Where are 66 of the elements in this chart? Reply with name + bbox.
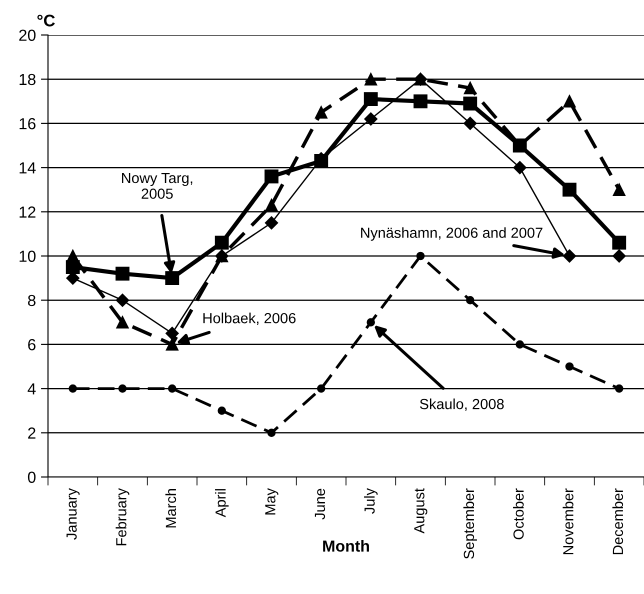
point (265, 198, 278, 212)
x-tick-label: January (66, 488, 80, 540)
point (615, 384, 624, 393)
point (118, 384, 127, 393)
y-tick-label: 0 (28, 472, 36, 483)
x-axis-title: Month (323, 540, 369, 552)
y-tick-label: 20 (19, 30, 36, 41)
y-axis-title: °C (37, 14, 55, 26)
point (416, 252, 425, 260)
point (317, 384, 326, 393)
point (562, 249, 576, 263)
point (168, 384, 176, 393)
point (165, 271, 180, 286)
point (364, 92, 378, 106)
point (464, 82, 476, 94)
y-tick-label: 2 (28, 427, 36, 439)
x-tick-label: November (562, 488, 574, 554)
y-tick-label: 4 (28, 383, 36, 394)
point (314, 106, 328, 119)
annotation: Skaulo, 2008 (420, 398, 504, 411)
annotation: Nowy Targ, 2005 (122, 172, 192, 199)
point (612, 183, 626, 196)
x-tick-label: December (612, 488, 624, 554)
annotation: Holbaek, 2006 (203, 312, 296, 326)
point (466, 296, 474, 304)
x-tick-label: March (165, 489, 176, 528)
point (513, 161, 526, 174)
point (414, 94, 428, 108)
y-tick-label: 8 (28, 294, 36, 306)
point (612, 249, 626, 263)
point (364, 112, 378, 126)
point (366, 318, 375, 326)
point (166, 326, 179, 340)
y-tick-label: 10 (20, 250, 36, 262)
x-tick-label: June (314, 488, 326, 520)
y-tick-label: 16 (20, 118, 36, 130)
point (463, 96, 478, 110)
point (116, 294, 130, 307)
y-tick-label: 12 (20, 206, 36, 218)
point (612, 236, 626, 250)
x-tick-label: October (513, 488, 524, 540)
point (218, 406, 226, 415)
point (516, 340, 524, 349)
annotation: Nynäshamn, 2006 and 2007 (361, 227, 542, 241)
point (267, 428, 276, 437)
x-tick-label: August (414, 488, 428, 534)
point (264, 216, 278, 230)
point (116, 316, 129, 329)
x-tick-label: April (215, 489, 229, 518)
point (364, 72, 378, 86)
x-tick-label: July (364, 488, 378, 514)
point (464, 116, 477, 130)
x-tick-label: May (265, 488, 278, 514)
point (565, 362, 574, 371)
point (68, 384, 77, 393)
y-tick-label: 6 (28, 339, 36, 350)
point (264, 169, 278, 184)
x-tick-label: September (463, 488, 477, 559)
point (563, 95, 576, 108)
y-tick-label: 14 (20, 162, 36, 174)
point (116, 266, 130, 281)
point (166, 338, 178, 351)
point (562, 182, 576, 197)
x-tick-label: February (116, 488, 130, 546)
point (214, 236, 229, 250)
y-tick-label: 18 (20, 74, 36, 86)
